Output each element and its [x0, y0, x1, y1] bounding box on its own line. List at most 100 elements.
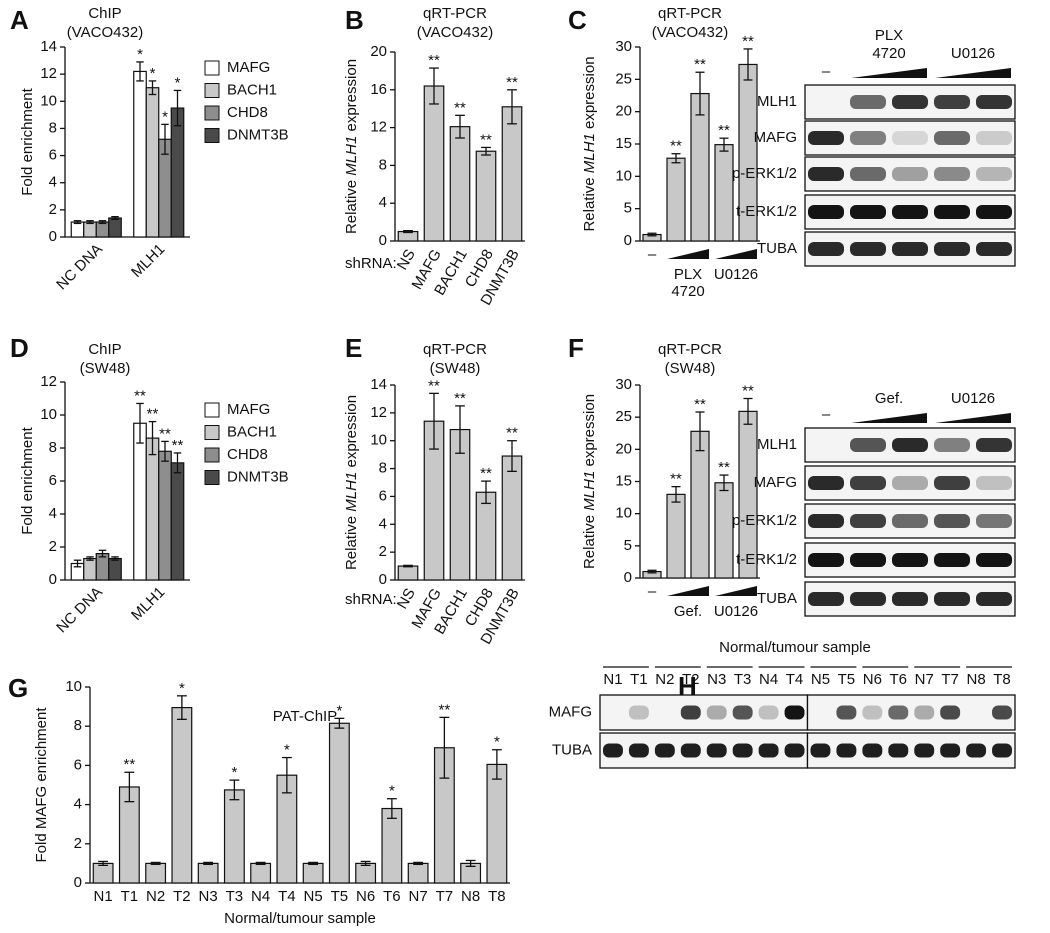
error-bar — [73, 559, 82, 568]
y-tick-label: 8 — [49, 439, 57, 456]
y-tick-label: 10 — [40, 92, 57, 109]
chart-title: ChIP — [88, 5, 121, 22]
panel-label: E — [345, 333, 362, 363]
significance-label: ** — [480, 131, 492, 148]
significance-label: * — [150, 65, 156, 82]
group-label: Gef. — [674, 603, 702, 620]
blot-band — [976, 592, 1012, 606]
error-bar — [98, 220, 107, 225]
error-bar — [86, 556, 94, 561]
y-tick-label: 4 — [49, 505, 57, 522]
bar — [83, 221, 97, 238]
x-tick-label: – — [648, 246, 657, 263]
error-bar — [173, 89, 182, 127]
y-tick-label: 20 — [615, 103, 632, 120]
legend-swatch — [204, 425, 220, 440]
error-bar — [647, 232, 657, 237]
y-tick-label: 5 — [624, 200, 632, 217]
group-label: U0126 — [714, 603, 758, 620]
blot-band — [850, 167, 886, 181]
blot-band — [808, 131, 844, 145]
blot-band — [934, 205, 970, 219]
chart-subtitle: (VACO432) — [652, 24, 728, 41]
y-tick-label: 6 — [49, 472, 57, 489]
legend-label: BACH1 — [227, 81, 277, 98]
blot-band — [850, 592, 886, 606]
y-axis-label-part: expression — [581, 394, 598, 471]
significance-label: ** — [694, 56, 706, 73]
legend-swatch — [204, 60, 220, 76]
y-tick-label: 12 — [40, 65, 57, 82]
blot-band — [850, 205, 886, 219]
error-bar — [429, 392, 439, 450]
blot-row-label: TUBA — [552, 741, 592, 758]
legend-swatch — [204, 128, 220, 143]
y-tick-label: 6 — [49, 147, 57, 164]
significance-label: ** — [480, 465, 492, 482]
blot-band — [934, 95, 970, 109]
blot-row-label: MAFG — [754, 474, 797, 491]
legend-label: MAFG — [227, 59, 270, 76]
blot-band — [808, 514, 844, 528]
significance-label: ** — [428, 52, 440, 69]
blot-band — [892, 438, 928, 452]
y-axis-label: Relative MLH1 expression — [343, 395, 360, 570]
error-bar — [403, 564, 413, 568]
significance-label: ** — [134, 387, 146, 404]
blot-lane-label: – — [822, 63, 831, 80]
error-bar — [136, 402, 144, 444]
x-tick-label: T5 — [331, 888, 349, 905]
blot-band — [654, 743, 675, 758]
blot-band — [934, 514, 970, 528]
error-bar — [491, 749, 502, 780]
blot-band — [892, 95, 928, 109]
error-bar — [173, 452, 182, 474]
y-tick-label: 25 — [615, 408, 632, 425]
y-tick-label: 2 — [379, 543, 387, 560]
y-tick-label: 2 — [74, 835, 82, 852]
bar — [95, 221, 110, 238]
blot-lane-label: N2 — [655, 671, 674, 688]
blot-band — [914, 705, 935, 720]
blot-band — [940, 705, 961, 720]
blot-band — [808, 242, 844, 256]
panel-label: G — [8, 673, 28, 703]
error-bar — [671, 485, 681, 503]
blot-lane-label: N1 — [603, 671, 622, 688]
blot-lane-label: N3 — [707, 671, 726, 688]
chart-subtitle: (SW48) — [665, 360, 716, 377]
x-tick-label: N1 — [94, 888, 113, 905]
significance-label: ** — [506, 425, 518, 442]
significance-label: ** — [670, 471, 682, 488]
significance-label: * — [162, 108, 168, 125]
y-tick-label: 8 — [49, 119, 57, 136]
x-tick-label: N3 — [199, 888, 218, 905]
chart-title: qRT-PCR — [658, 341, 722, 358]
blot-row — [804, 503, 1016, 539]
blot-band — [992, 743, 1012, 758]
blot-band — [862, 743, 883, 758]
bar — [95, 552, 110, 581]
bar — [70, 221, 85, 238]
blot-row — [804, 194, 1016, 230]
y-tick-label: 10 — [615, 167, 632, 184]
blot-band — [808, 476, 844, 490]
error-bar — [455, 405, 465, 454]
error-bar — [671, 153, 681, 164]
x-tick-label: T6 — [383, 888, 401, 905]
blot-band — [992, 705, 1012, 720]
blot-row-label: p-ERK1/2 — [732, 512, 797, 529]
x-prefix: shRNA: — [345, 255, 397, 272]
y-tick-label: 10 — [40, 406, 57, 423]
blot-band — [892, 553, 928, 567]
chart-title: qRT-PCR — [423, 5, 487, 22]
blot-row — [804, 231, 1016, 267]
error-bar — [455, 114, 465, 139]
blot-row — [804, 156, 1016, 192]
y-tick-label: 0 — [49, 571, 57, 588]
y-tick-label: 0 — [624, 569, 632, 586]
y-tick-label: 6 — [74, 756, 82, 773]
blot-lane-label: T7 — [941, 671, 959, 688]
chart-title: qRT-PCR — [658, 5, 722, 22]
blot-band — [850, 438, 886, 452]
